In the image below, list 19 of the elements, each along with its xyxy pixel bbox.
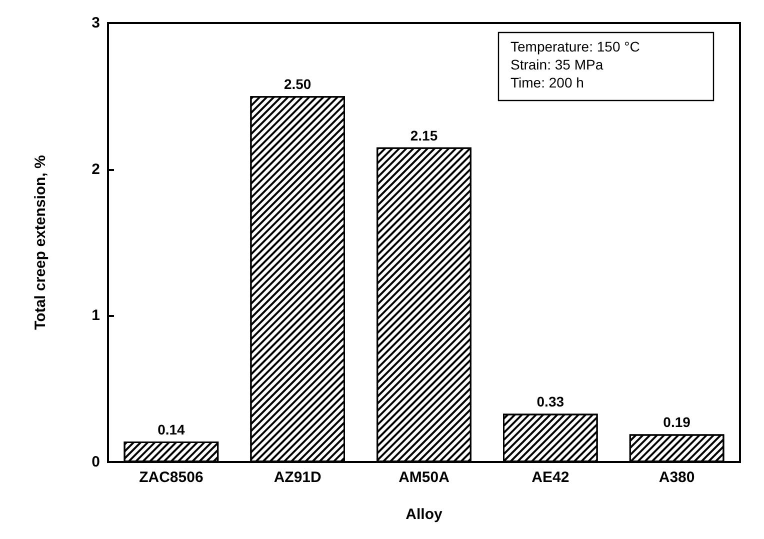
data-label: 0.33	[536, 394, 564, 410]
data-label: 2.50	[284, 76, 312, 92]
annotation: Time: 200 h	[510, 74, 584, 90]
x-tick-label: AZ91D	[274, 469, 322, 486]
data-label: 0.14	[158, 422, 186, 438]
x-tick-label: AE42	[532, 469, 570, 486]
annotation: Temperature: 150 °C	[510, 38, 640, 54]
data-label: 0.19	[663, 414, 691, 430]
y-axis-title: Total creep extension, %	[32, 155, 49, 330]
x-tick-label: ZAC8506	[139, 469, 204, 486]
annotation: Strain: 35 MPa	[510, 56, 604, 72]
x-tick-label: AM50A	[398, 469, 450, 486]
y-tick-label: 1	[92, 307, 100, 324]
x-axis-title: Alloy	[406, 506, 443, 523]
data-label: 2.15	[410, 127, 438, 144]
x-tick-label: A380	[658, 469, 695, 486]
y-tick-label: 2	[92, 160, 100, 178]
y-tick-label: 3	[92, 14, 100, 32]
y-tick-label: 0	[92, 454, 100, 470]
